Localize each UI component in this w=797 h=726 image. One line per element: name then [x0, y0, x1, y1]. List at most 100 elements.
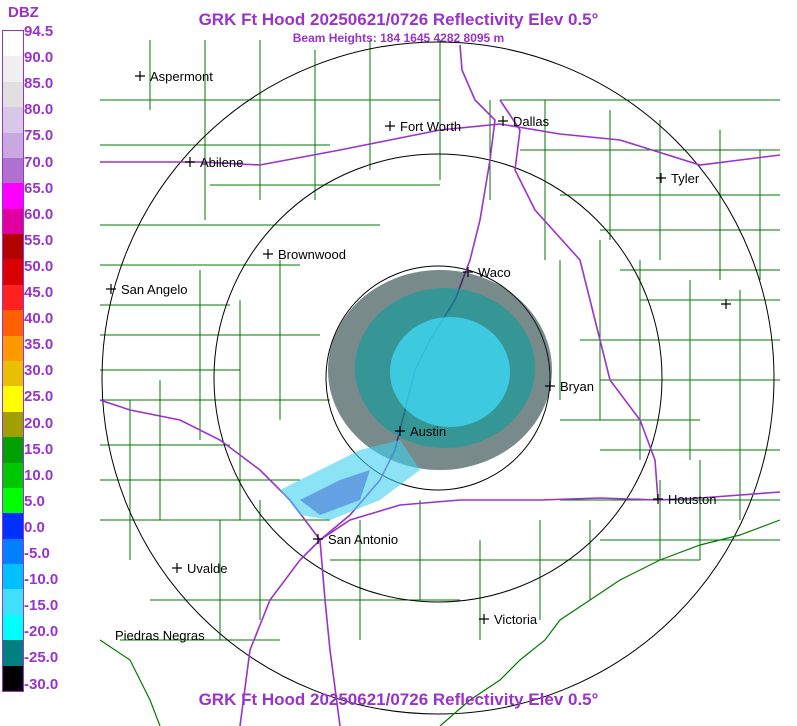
city-marker-icon [263, 249, 273, 259]
city-austin: Austin [395, 424, 446, 439]
city-houston: Houston [653, 492, 716, 507]
radar-reflectivity-echoes [280, 270, 552, 520]
legend-label: -15.0 [24, 597, 59, 615]
city-markers: Aspermont Fort Worth Dallas Abilene Tyler Bro… [106, 69, 731, 643]
legend-swatch [3, 107, 23, 133]
legend-label: 0.0 [24, 518, 45, 536]
dbz-color-legend: DBZ 94.5 90.0 85.0 80.0 75.0 70.0 65.0 60.0 55.0… [0, 0, 100, 726]
city-label: Fort Worth [400, 119, 461, 134]
legend-swatch [3, 513, 23, 539]
unlabeled-city-marker-icon [721, 299, 731, 309]
city-label: Abilene [200, 155, 243, 170]
legend-label: -30.0 [24, 675, 59, 693]
legend-swatch [3, 208, 23, 235]
city-victoria: Victoria [479, 612, 538, 627]
legend-swatch [3, 31, 23, 57]
legend-label: 20.0 [24, 414, 54, 432]
radar-map: Aspermont Fort Worth Dallas Abilene Tyler Bro… [100, 40, 781, 726]
legend-swatch [3, 335, 23, 361]
city-label: Houston [668, 492, 716, 507]
legend-unit: DBZ [8, 4, 39, 21]
legend-label: 40.0 [24, 310, 54, 328]
legend-label: 94.5 [24, 23, 54, 40]
legend-label: 85.0 [24, 75, 54, 93]
legend-label: 55.0 [24, 231, 54, 249]
city-label: Piedras Negras [115, 628, 205, 643]
legend-swatch [3, 487, 23, 514]
legend-label: 50.0 [24, 257, 54, 275]
legend-label: -25.0 [24, 649, 59, 667]
legend-label: 65.0 [24, 179, 54, 197]
legend-swatch [3, 614, 23, 641]
legend-swatch [3, 56, 23, 82]
legend-swatch [3, 589, 23, 615]
city-marker-icon [545, 381, 555, 391]
city-tyler: Tyler [656, 171, 700, 186]
city-label: Tyler [671, 171, 700, 186]
legend-swatch [3, 234, 23, 260]
city-label: Waco [478, 265, 511, 280]
legend-swatch [3, 411, 23, 438]
legend-label: 30.0 [24, 362, 54, 380]
legend-swatch [3, 564, 23, 590]
city-marker-icon [463, 267, 473, 277]
legend-label: 25.0 [24, 388, 54, 406]
legend-swatch [3, 462, 23, 488]
legend-label: 5.0 [24, 492, 45, 510]
legend-label: 60.0 [24, 205, 54, 223]
city-marker-icon [185, 157, 195, 167]
legend-label: 70.0 [24, 153, 54, 171]
map-title: GRK Ft Hood 20250621/0726 Reflectivity E… [198, 10, 599, 29]
city-marker-icon [313, 534, 323, 544]
city-label: Brownwood [278, 247, 346, 262]
city-fort-worth: Fort Worth [385, 119, 461, 134]
legend-label: 45.0 [24, 284, 54, 301]
city-label: Austin [410, 424, 446, 439]
legend-swatch [3, 665, 23, 691]
legend-swatch [3, 538, 23, 565]
city-marker-icon [106, 284, 116, 294]
gulf-coastline [100, 519, 781, 726]
city-bryan: Bryan [545, 379, 594, 394]
city-label: Victoria [494, 612, 538, 627]
legend-swatch-column [2, 30, 24, 692]
city-marker-icon [479, 614, 489, 624]
legend-label: 10.0 [24, 466, 54, 484]
city-label: Bryan [560, 379, 594, 394]
legend-swatch [3, 259, 23, 285]
city-abilene: Abilene [185, 155, 243, 170]
legend-label: -20.0 [24, 623, 59, 641]
legend-swatch [3, 81, 23, 108]
legend-label: 90.0 [24, 49, 54, 67]
city-san-antonio: San Antonio [313, 532, 398, 547]
legend-swatch [3, 310, 23, 336]
city-marker-icon [172, 563, 182, 573]
legend-swatch [3, 183, 23, 209]
city-label: San Antonio [328, 532, 398, 547]
legend-label: 35.0 [24, 336, 54, 354]
legend-label: -5.0 [24, 545, 50, 562]
city-waco: Waco [463, 265, 511, 280]
legend-swatch [3, 437, 23, 463]
legend-swatch [3, 132, 23, 158]
map-title-bottom: GRK Ft Hood 20250621/0726 Reflectivity E… [198, 690, 599, 709]
legend-swatch [3, 386, 23, 412]
legend-label: 15.0 [24, 440, 54, 458]
city-label: Dallas [513, 114, 550, 129]
city-marker-icon [385, 121, 395, 131]
city-label: Uvalde [187, 561, 227, 576]
city-marker-icon [135, 71, 145, 81]
legend-swatch [3, 640, 23, 666]
city-marker-icon [653, 494, 663, 504]
city-aspermont: Aspermont [135, 69, 213, 84]
legend-swatch [3, 361, 23, 387]
legend-label: -10.0 [24, 571, 59, 589]
city-marker-icon [656, 173, 666, 183]
legend-label: 80.0 [24, 101, 54, 119]
city-piedras-negras: Piedras Negras [115, 628, 205, 643]
legend-swatch [3, 284, 23, 311]
legend-label: 75.0 [24, 127, 54, 145]
city-marker-icon [498, 116, 508, 126]
city-uvalde: Uvalde [172, 561, 227, 576]
city-dallas: Dallas [498, 114, 550, 129]
